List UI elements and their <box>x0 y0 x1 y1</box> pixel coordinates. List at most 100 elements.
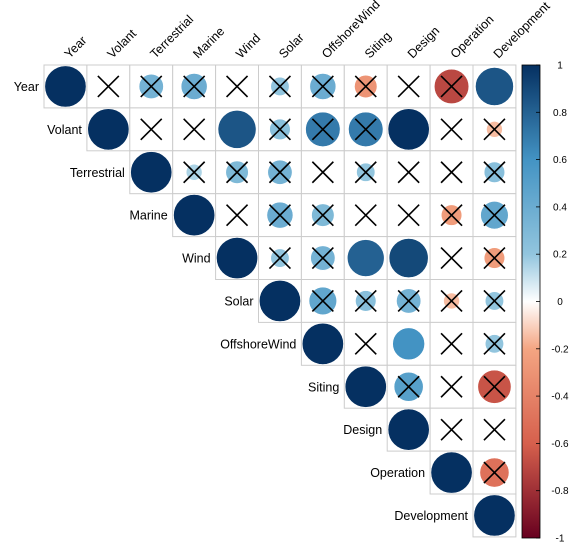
cross-stroke <box>397 289 420 313</box>
cross-stroke <box>311 75 334 98</box>
cross-stroke <box>140 118 163 141</box>
cross-stroke <box>440 118 463 141</box>
cross-mark-year-marine <box>183 75 206 98</box>
corr-circle-operation-operation <box>430 451 473 494</box>
cross-stroke <box>268 75 292 98</box>
cross-stroke <box>483 332 506 355</box>
row-label-siting: Siting <box>308 380 339 394</box>
legend-tick-label: 0.2 <box>553 250 567 261</box>
cross-mark-offshorewind-siting <box>354 332 377 355</box>
cross-stroke <box>311 161 334 184</box>
cross-mark-year-operation <box>440 75 463 98</box>
cross-mark-siting-design <box>397 375 420 398</box>
corr-circle-design-design <box>387 408 430 451</box>
cross-stroke <box>225 161 249 184</box>
corr-circle-year-development <box>475 67 514 106</box>
cross-mark-solar-siting <box>354 289 377 313</box>
column-label-siting: Siting <box>362 29 394 61</box>
cross-stroke <box>440 246 463 270</box>
cross-stroke <box>440 75 463 98</box>
cross-stroke <box>440 418 463 441</box>
cross-mark-year-solar <box>268 75 292 98</box>
cross-mark-volant-terrestrial <box>140 118 163 141</box>
cross-mark-terrestrial-development <box>483 161 506 184</box>
legend-tick-label: -0.6 <box>551 439 569 450</box>
cross-mark-marine-wind <box>225 204 249 227</box>
row-label-terrestrial: Terrestrial <box>70 166 125 180</box>
cross-mark-design-operation <box>440 418 463 441</box>
cross-stroke <box>268 161 292 184</box>
legend-tick-label: -0.4 <box>551 392 569 403</box>
corr-circle-siting-siting <box>344 365 387 408</box>
cross-stroke <box>183 75 206 98</box>
cross-stroke <box>440 289 463 313</box>
cross-stroke <box>140 75 163 98</box>
legend-tick-label: 1 <box>557 61 563 72</box>
cross-stroke <box>97 75 120 98</box>
cross-mark-volant-operation <box>440 118 463 141</box>
row-label-development: Development <box>394 509 468 523</box>
cross-mark-solar-development <box>483 289 506 313</box>
cross-mark-wind-operation <box>440 246 463 270</box>
legend-tick-label: 0 <box>557 297 563 308</box>
cross-stroke <box>268 246 292 270</box>
cross-mark-terrestrial-offshorewind <box>311 161 334 184</box>
cross-mark-marine-operation <box>440 204 463 227</box>
cross-mark-terrestrial-wind <box>225 161 249 184</box>
corr-circle-solar-solar <box>259 280 301 322</box>
cross-stroke <box>225 204 249 227</box>
cross-stroke <box>440 161 463 184</box>
cross-stroke <box>483 246 506 270</box>
cross-mark-terrestrial-solar <box>268 161 292 184</box>
cross-stroke <box>397 204 420 227</box>
corr-circle-year-year <box>44 65 87 108</box>
cross-stroke <box>183 118 206 141</box>
cross-mark-siting-development <box>483 375 506 398</box>
corr-circle-volant-wind <box>217 110 257 149</box>
cross-mark-offshorewind-development <box>483 332 506 355</box>
cross-mark-marine-solar <box>268 204 292 227</box>
corr-circle-wind-wind <box>216 237 259 279</box>
cross-mark-solar-operation <box>440 289 463 313</box>
legend-tick-label: 0.4 <box>553 202 567 213</box>
column-label-marine: Marine <box>190 24 227 61</box>
corr-circle-offshorewind-design <box>392 327 425 361</box>
column-label-operation: Operation <box>448 12 497 61</box>
cross-mark-year-siting <box>354 75 377 98</box>
cross-stroke <box>354 332 377 355</box>
cross-mark-wind-offshorewind <box>311 246 334 270</box>
legend-tick-label: -0.2 <box>551 344 569 355</box>
cross-mark-marine-siting <box>354 204 377 227</box>
cross-stroke <box>311 246 334 270</box>
column-label-wind: Wind <box>233 31 263 61</box>
column-label-development: Development <box>491 0 553 61</box>
cross-stroke <box>440 332 463 355</box>
cross-stroke <box>354 161 377 184</box>
cross-stroke <box>225 75 249 98</box>
legend-tick-label: -1 <box>556 534 565 545</box>
cross-mark-design-development <box>483 418 506 441</box>
cross-mark-terrestrial-siting <box>354 161 377 184</box>
cross-stroke <box>183 161 206 184</box>
cross-mark-wind-development <box>483 246 506 270</box>
corr-circle-development-development <box>473 494 516 537</box>
corr-circle-terrestrial-terrestrial <box>130 151 173 194</box>
corr-circle-volant-volant <box>87 108 130 151</box>
grid-cell-design-development <box>472 407 517 452</box>
corr-circle-wind-siting <box>346 239 385 277</box>
legend-tick-label: -0.8 <box>551 486 569 497</box>
cross-stroke <box>397 161 420 184</box>
cross-stroke <box>483 461 506 484</box>
cross-stroke <box>268 204 292 227</box>
row-label-year: Year <box>14 80 39 94</box>
cross-mark-volant-marine <box>183 118 206 141</box>
cross-mark-siting-operation <box>440 375 463 398</box>
row-label-offshorewind: OffshoreWind <box>220 337 296 351</box>
cross-mark-marine-development <box>483 204 506 227</box>
cross-stroke <box>354 118 377 141</box>
cross-mark-offshorewind-operation <box>440 332 463 355</box>
row-label-marine: Marine <box>129 209 167 223</box>
corr-circle-volant-design <box>387 108 430 151</box>
